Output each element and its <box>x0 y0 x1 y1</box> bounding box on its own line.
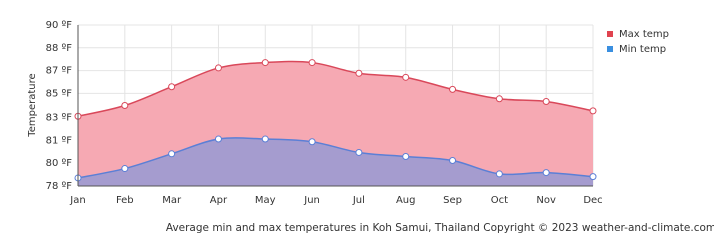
area <box>78 137 593 186</box>
line <box>77 137 594 179</box>
point <box>449 85 457 93</box>
point <box>402 73 410 81</box>
x-tick-label: Jan <box>69 195 85 206</box>
legend-label: Max temp <box>619 29 669 40</box>
y-tick-label: 78 ºF <box>46 181 73 192</box>
x-tick-label: Jul <box>352 195 365 206</box>
point <box>214 135 222 143</box>
x-tick-label: Feb <box>116 195 134 206</box>
point <box>355 148 363 156</box>
x-tick-label: Apr <box>210 195 228 206</box>
line <box>77 60 594 117</box>
y-tick-label: 81 ºF <box>46 135 73 146</box>
point <box>121 102 129 109</box>
x-tick-label: May <box>255 195 276 206</box>
point <box>495 170 503 178</box>
point <box>214 64 222 72</box>
point <box>589 107 597 115</box>
legend-swatch <box>607 46 613 52</box>
x-tick-label: Dec <box>583 195 602 206</box>
point <box>308 138 316 146</box>
point <box>168 83 176 91</box>
y-tick-label: 80 ºF <box>46 158 73 169</box>
point <box>542 97 550 105</box>
point <box>261 59 269 67</box>
point <box>402 152 410 160</box>
legend-label: Min temp <box>619 44 666 55</box>
y-tick-label: 90 ºF <box>46 20 73 31</box>
y-tick-label: 87 ºF <box>46 66 73 77</box>
y-tick-label: 85 ºF <box>46 88 73 99</box>
point <box>121 165 129 173</box>
point <box>168 150 176 158</box>
point <box>308 59 316 67</box>
point <box>589 173 597 181</box>
point <box>261 135 269 143</box>
x-tick-label: Sep <box>443 195 462 206</box>
y-tick-label: 88 ºF <box>46 43 73 54</box>
x-tick-label: Jun <box>303 195 320 206</box>
x-tick-label: Nov <box>536 195 556 206</box>
y-tick-label: 83 ºF <box>46 113 73 124</box>
point <box>495 95 503 103</box>
x-tick-label: Aug <box>396 195 416 206</box>
point <box>355 69 363 77</box>
x-tick-label: Oct <box>491 195 508 206</box>
x-tick-label: Mar <box>162 195 182 206</box>
y-axis-label: Temperature <box>27 73 38 137</box>
point <box>449 157 457 165</box>
point <box>542 169 550 177</box>
footer: Average min and max temperatures in Koh … <box>166 222 714 234</box>
legend-swatch <box>607 31 613 37</box>
